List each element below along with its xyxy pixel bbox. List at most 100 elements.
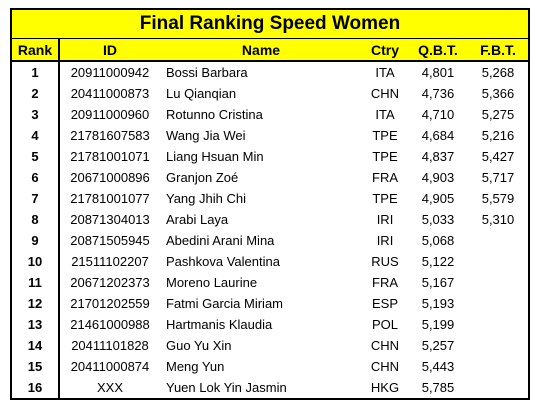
cell-fbt: 5,268 — [481, 65, 515, 80]
header-rank: Rank — [12, 39, 60, 62]
cell-fbt — [468, 251, 528, 272]
cell-qbt: 5,068 — [421, 233, 455, 248]
cell-name: Lu Qianqian — [166, 86, 237, 101]
cell-ctry: CHN — [370, 338, 400, 353]
cell-name: Liang Hsuan Min — [166, 149, 264, 164]
cell-fbt: 5,216 — [481, 128, 515, 143]
cell-id: 21781607583 — [70, 128, 150, 143]
cell-fbt — [468, 314, 528, 335]
table-row: 1 20911000942 Bossi Barbara ITA 4,801 5,268 — [12, 61, 528, 83]
cell-name: Guo Yu Xin — [166, 338, 232, 353]
cell-ctry: ITA — [375, 107, 395, 122]
cell-id: 20411101828 — [71, 338, 149, 353]
table-row: 16 XXX Yuen Lok Yin Jasmin HKG 5,785 — [12, 377, 528, 398]
table-title: Final Ranking Speed Women — [12, 10, 528, 39]
cell-qbt: 4,710 — [421, 107, 455, 122]
cell-rank: 3 — [12, 104, 60, 125]
cell-rank: 8 — [12, 209, 60, 230]
cell-rank: 16 — [12, 377, 60, 398]
cell-ctry: POL — [371, 317, 398, 332]
cell-rank: 1 — [12, 61, 60, 83]
cell-id: 20671000896 — [70, 170, 150, 185]
cell-id: 20411000873 — [70, 86, 150, 101]
cell-name: Pashkova Valentina — [166, 254, 280, 269]
cell-qbt: 4,905 — [421, 191, 455, 206]
cell-name: Hartmanis Klaudia — [166, 317, 273, 332]
cell-ctry: ITA — [375, 65, 395, 80]
cell-id: 20871505945 — [70, 233, 150, 248]
cell-name: Wang Jia Wei — [166, 128, 246, 143]
cell-fbt — [468, 230, 528, 251]
cell-qbt: 5,122 — [421, 254, 455, 269]
table-row: 3 20911000960 Rotunno Cristina ITA 4,710 5,27… — [12, 104, 528, 125]
cell-id: 20671202373 — [70, 275, 150, 290]
table-row: 15 20411000874 Meng Yun CHN 5,443 — [12, 356, 528, 377]
cell-fbt: 5,275 — [481, 107, 515, 122]
cell-qbt: 4,684 — [421, 128, 455, 143]
header-fbt: F.B.T. — [468, 39, 528, 62]
cell-rank: 14 — [12, 335, 60, 356]
cell-fbt: 5,427 — [481, 149, 515, 164]
cell-ctry: RUS — [371, 254, 399, 269]
cell-ctry: ESP — [371, 296, 398, 311]
header-id: ID — [59, 39, 160, 62]
cell-fbt — [468, 356, 528, 377]
cell-qbt: 5,785 — [421, 380, 455, 395]
cell-fbt — [468, 272, 528, 293]
cell-ctry: IRI — [376, 233, 394, 248]
table-row: 4 21781607583 Wang Jia Wei TPE 4,684 5,216 — [12, 125, 528, 146]
cell-qbt: 4,903 — [421, 170, 455, 185]
cell-id: 21781001077 — [70, 191, 150, 206]
cell-id: 20911000942 — [70, 65, 150, 80]
cell-name: Arabi Laya — [166, 212, 229, 227]
header-qbt: Q.B.T. — [408, 39, 468, 62]
cell-name: Meng Yun — [166, 359, 225, 374]
cell-rank: 10 — [12, 251, 60, 272]
cell-name: Bossi Barbara — [166, 65, 248, 80]
cell-ctry: FRA — [372, 275, 398, 290]
cell-fbt: 5,717 — [481, 170, 515, 185]
cell-ctry: CHN — [370, 86, 400, 101]
cell-rank: 15 — [12, 356, 60, 377]
table-row: 5 21781001071 Liang Hsuan Min TPE 4,837 5,427 — [12, 146, 528, 167]
cell-ctry: TPE — [372, 128, 398, 143]
cell-name: Yang Jhih Chi — [166, 191, 246, 206]
table-row: 7 21781001077 Yang Jhih Chi TPE 4,905 5,579 — [12, 188, 528, 209]
cell-rank: 11 — [12, 272, 60, 293]
cell-rank: 6 — [12, 167, 60, 188]
cell-qbt: 5,167 — [421, 275, 455, 290]
table-row: 9 20871505945 Abedini Arani Mina IRI 5,068 — [12, 230, 528, 251]
cell-qbt: 4,736 — [421, 86, 455, 101]
cell-fbt — [468, 335, 528, 356]
cell-rank: 12 — [12, 293, 60, 314]
cell-name: Rotunno Cristina — [166, 107, 263, 122]
cell-name: Fatmi Garcia Miriam — [166, 296, 284, 311]
cell-fbt: 5,310 — [481, 212, 515, 227]
cell-fbt: 5,366 — [481, 86, 515, 101]
cell-ctry: FRA — [372, 170, 398, 185]
cell-qbt: 5,033 — [421, 212, 455, 227]
cell-name: Granjon Zoé — [166, 170, 239, 185]
table-row: 11 20671202373 Moreno Laurine FRA 5,167 — [12, 272, 528, 293]
header-ctry: Ctry — [362, 39, 408, 62]
table-row: 2 20411000873 Lu Qianqian CHN 4,736 5,366 — [12, 83, 528, 104]
cell-id: 20871304013 — [70, 212, 150, 227]
cell-rank: 9 — [12, 230, 60, 251]
cell-rank: 5 — [12, 146, 60, 167]
cell-fbt: 5,579 — [481, 191, 515, 206]
cell-id: 21461000988 — [70, 317, 150, 332]
ranking-table: Rank ID Name Ctry Q.B.T. F.B.T. 1 2091100… — [12, 39, 528, 398]
cell-ctry: TPE — [372, 191, 398, 206]
table-row: 6 20671000896 Granjon Zoé FRA 4,903 5,717 — [12, 167, 528, 188]
cell-qbt: 4,801 — [421, 65, 455, 80]
cell-id: 21511102207 — [71, 254, 149, 269]
cell-qbt: 5,257 — [421, 338, 455, 353]
table-row: 8 20871304013 Arabi Laya IRI 5,033 5,310 — [12, 209, 528, 230]
cell-ctry: TPE — [372, 149, 398, 164]
cell-ctry: CHN — [370, 359, 400, 374]
cell-ctry: HKG — [370, 380, 400, 395]
cell-id: 20911000960 — [70, 107, 150, 122]
cell-rank: 7 — [12, 188, 60, 209]
cell-qbt: 5,193 — [421, 296, 455, 311]
table-row: 14 20411101828 Guo Yu Xin CHN 5,257 — [12, 335, 528, 356]
